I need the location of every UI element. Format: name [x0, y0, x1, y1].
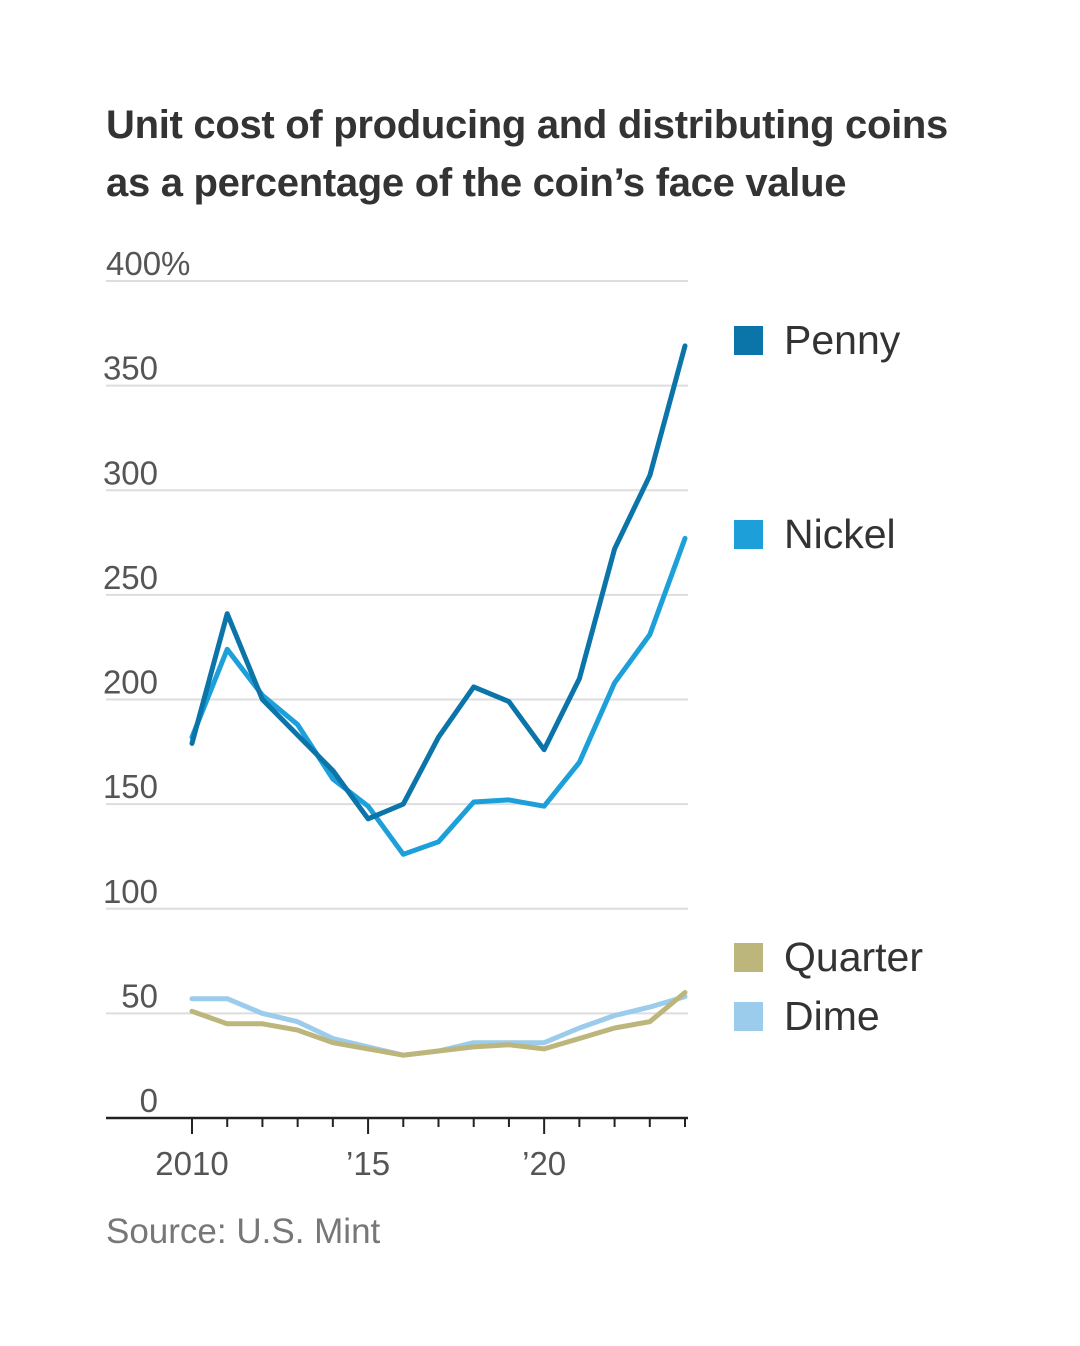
chart-title-line-2: as a percentage of the coin’s face value	[106, 161, 847, 205]
legend-label-penny: Penny	[784, 317, 901, 363]
x-axis: 2010 ’15 ’20	[106, 1116, 688, 1182]
legend-label-quarter: Quarter	[784, 934, 923, 980]
legend-swatch-quarter	[734, 943, 763, 972]
series-line-penny	[189, 343, 688, 822]
chart-title: Unit cost of producing and distributing …	[106, 96, 1006, 212]
y-tick-label-150: 150	[103, 768, 158, 805]
chart-title-line-1: Unit cost of producing and distributing …	[106, 103, 949, 147]
series-line-nickel	[189, 535, 688, 857]
legend-swatch-dime	[734, 1002, 763, 1031]
legend-label-nickel: Nickel	[784, 511, 896, 557]
y-tick-label-350: 350	[103, 350, 158, 387]
gridlines	[106, 280, 688, 1015]
y-tick-label-100: 100	[103, 873, 158, 910]
x-tick-label-2020: ’20	[522, 1145, 566, 1182]
y-tick-label-0: 0	[140, 1082, 158, 1119]
y-tick-label-400: 400%	[106, 245, 190, 282]
x-tick-label-2010: 2010	[155, 1145, 228, 1182]
y-tick-label-200: 200	[103, 664, 158, 701]
legend: Penny Nickel Quarter Dime	[734, 317, 923, 1039]
legend-swatch-nickel	[734, 520, 763, 549]
legend-swatch-penny	[734, 326, 763, 355]
y-tick-label-300: 300	[103, 454, 158, 491]
x-tick-label-2015: ’15	[346, 1145, 390, 1182]
y-tick-label-250: 250	[103, 559, 158, 596]
y-tick-label-50: 50	[121, 977, 158, 1014]
source-note: Source: U.S. Mint	[106, 1212, 381, 1251]
series-line-quarter	[189, 990, 688, 1058]
y-axis-labels: 0 50 100 150 200 250 300 350 400%	[103, 245, 190, 1119]
legend-label-dime: Dime	[784, 993, 880, 1039]
series-lines	[189, 343, 688, 1058]
